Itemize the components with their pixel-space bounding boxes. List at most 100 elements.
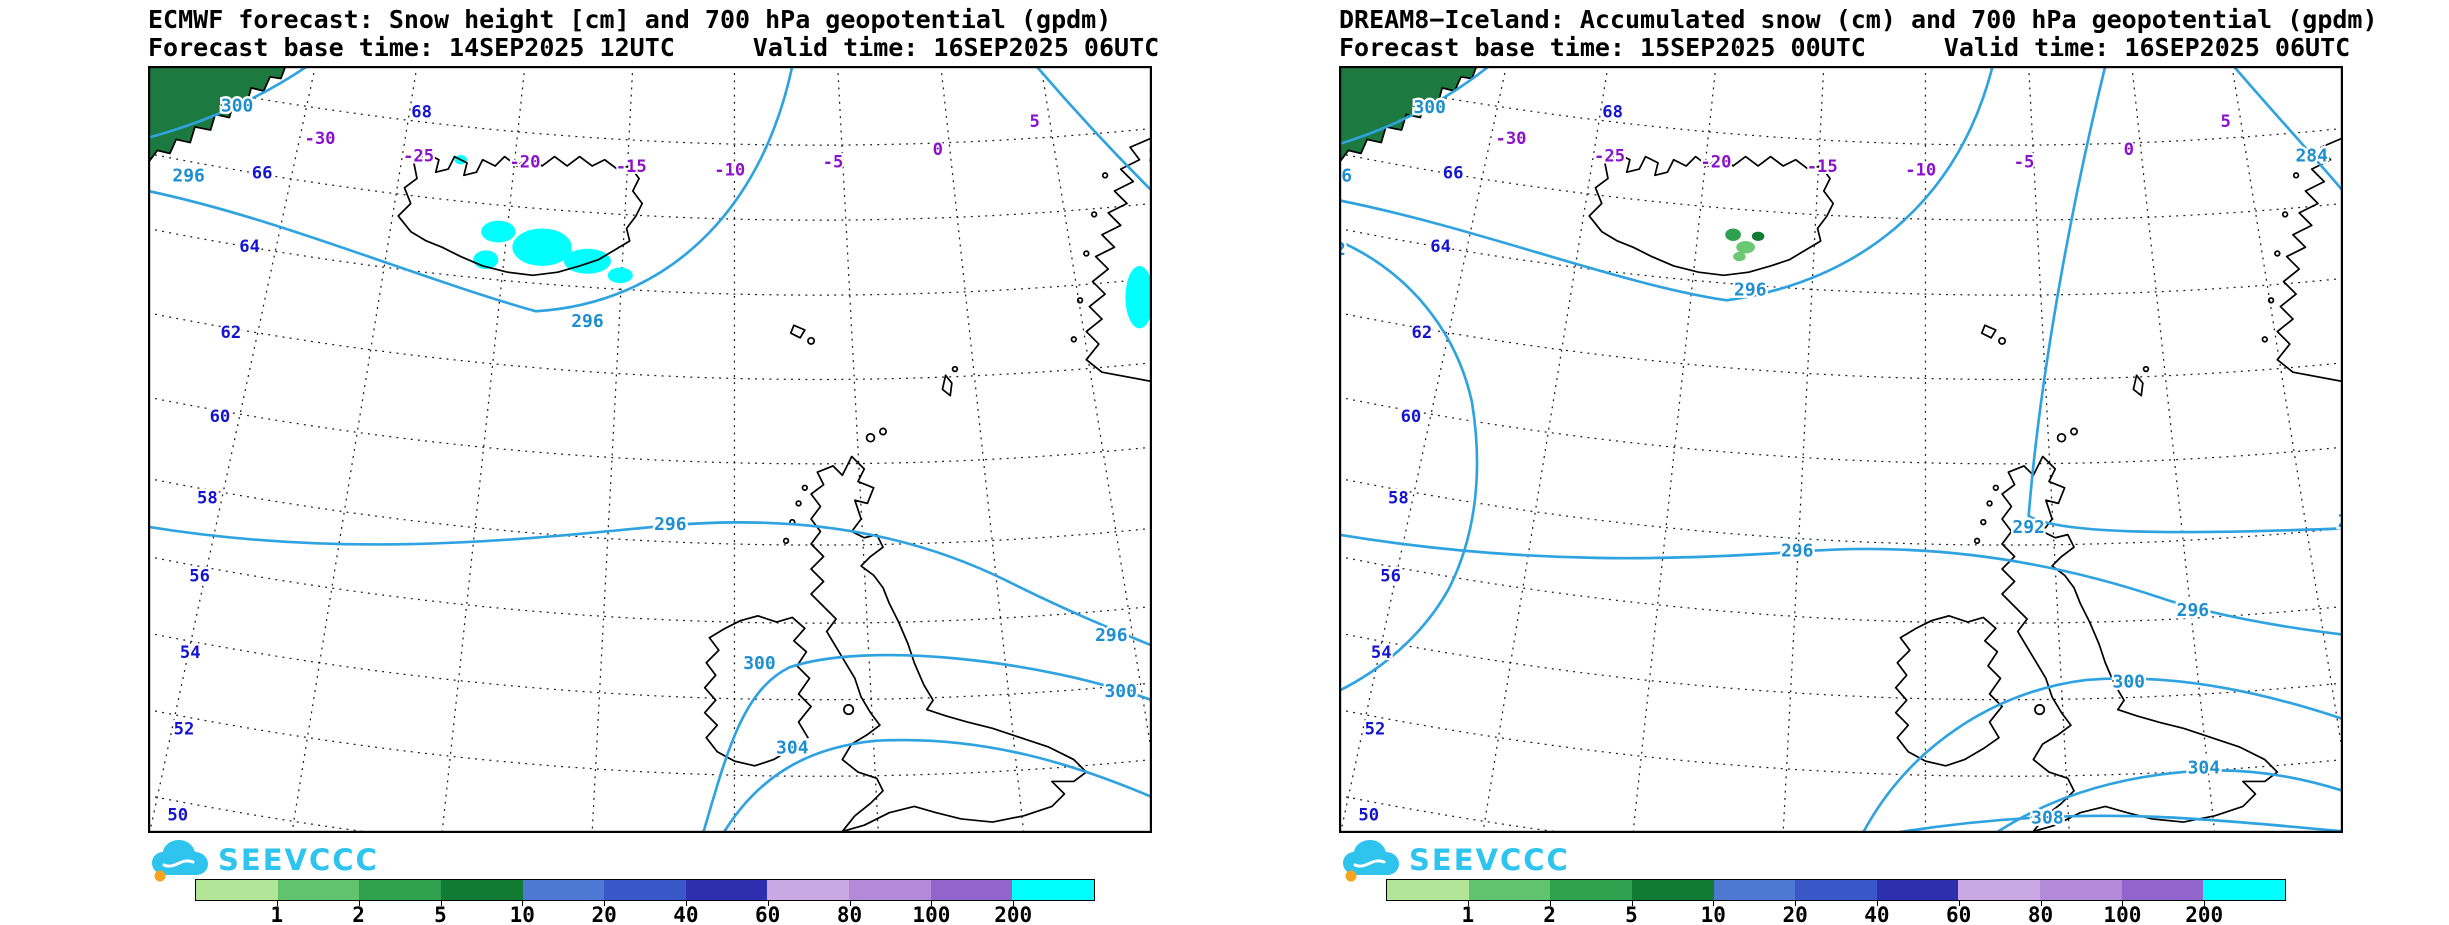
colorbar-segment <box>522 880 605 900</box>
colorbar-tick-label: 2 <box>352 903 365 925</box>
geopotential-contour <box>2232 66 2343 192</box>
colorbar-tick-label: 40 <box>673 903 699 925</box>
geopotential-contour <box>722 738 1152 833</box>
dream8-panel: DREAM8−Iceland: Accumulated snow (cm) an… <box>1339 0 2449 925</box>
panel-title: DREAM8−Iceland: Accumulated snow (cm) an… <box>1339 5 2378 34</box>
colorbar-tick-label: 200 <box>2185 903 2224 925</box>
geopotential-contour <box>1035 66 1152 192</box>
contour-label: 308 <box>2031 808 2063 829</box>
contour-label: 304 <box>2188 758 2221 779</box>
colorbar-tick-label: 200 <box>994 903 1033 925</box>
valid-time: Valid time: 16SEP2025 06UTC <box>752 33 1160 62</box>
contour-label: 296 <box>654 514 686 535</box>
geopotential-contours <box>148 66 1152 833</box>
colorbar-tick-label: 20 <box>591 903 617 925</box>
colorbar-segment <box>767 880 850 900</box>
geopotential-contour <box>1339 239 1479 693</box>
seevccc-logo: SEEVCCC <box>152 840 377 882</box>
contour-label: 296 <box>571 311 603 332</box>
dream8-map: 300 296 296 296 292 296 300 304 308 284 … <box>1339 66 2343 833</box>
ecmwf-panel: ECMWF forecast: Snow height [cm] and 700… <box>148 0 1258 925</box>
colorbar-segment <box>1958 880 2041 900</box>
colorbar-tick-label: 60 <box>755 903 781 925</box>
contour-label: 292 <box>2338 511 2343 532</box>
colorbar-segment <box>1876 880 1959 900</box>
contour-label: 292 <box>2012 517 2044 538</box>
colorbar-segment <box>1631 880 1714 900</box>
geopotential-contour <box>1339 66 1994 302</box>
forecast-base-time: Forecast base time: 15SEP2025 00UTC <box>1339 33 1866 62</box>
colorbar-tick-label: 5 <box>1625 903 1638 925</box>
contour-label: 296 <box>2177 600 2209 621</box>
cloud-icon <box>152 840 208 882</box>
contour-labels: 300 296 296 296 296 300 304 300 284 <box>170 93 1152 761</box>
contour-label: 296 <box>1781 541 1813 562</box>
contour-label: 300 <box>221 95 253 116</box>
colorbar-tick-label: 100 <box>912 903 951 925</box>
geopotential-contour <box>1339 66 1490 146</box>
colorbar-segment <box>1795 880 1877 900</box>
colorbar-segment <box>1550 880 1632 900</box>
contour-label: 300 <box>743 653 775 674</box>
contour-labels: 300 296 296 296 292 296 300 304 308 284 … <box>1339 95 2343 831</box>
geopotential-contour <box>2027 66 2343 534</box>
snow-scale-colorbar <box>195 879 1095 901</box>
panel-title: ECMWF forecast: Snow height [cm] and 700… <box>148 5 1112 34</box>
contour-label: 300 <box>2113 672 2145 693</box>
colorbar-segment <box>1012 880 1095 900</box>
cloud-icon <box>1343 840 1399 882</box>
snow-scale-colorbar <box>1386 879 2286 901</box>
colorbar-segment <box>2121 880 2204 900</box>
colorbar-tick-label: 40 <box>1864 903 1890 925</box>
colorbar-segment <box>930 880 1013 900</box>
coastlines <box>1339 66 2343 833</box>
graticule-grid <box>148 66 1152 833</box>
seevccc-logo: SEEVCCC <box>1343 840 1570 882</box>
map-border <box>148 66 1152 833</box>
colorbar-tick-label: 80 <box>836 903 863 925</box>
colorbar-tick-label: 10 <box>1700 903 1726 925</box>
contour-label: 296 <box>1339 166 1352 187</box>
contour-label: 296 <box>1734 280 1766 301</box>
colorbar-tick-label: 20 <box>1782 903 1808 925</box>
colorbar-tick-label: 60 <box>1946 903 1972 925</box>
colorbar-ticks: 1 2 5 10 20 40 60 80 100 200 <box>1386 901 2286 925</box>
contour-label: 304 <box>776 737 809 758</box>
colorbar-tick-label: 10 <box>509 903 535 925</box>
coastlines <box>148 66 1152 833</box>
colorbar-segment <box>2040 880 2122 900</box>
colorbar-tick-label: 1 <box>1461 903 1475 925</box>
colorbar-tick-label: 100 <box>2103 903 2142 925</box>
geopotential-contour <box>1861 677 2343 833</box>
geopotential-contour <box>1893 814 2343 833</box>
geopotential-contour <box>1339 533 2343 636</box>
contour-label: 284 <box>2295 145 2328 166</box>
contour-label: 300 <box>1413 97 1445 118</box>
geopotential-contour <box>148 66 309 140</box>
colorbar-tick-label: 80 <box>2027 903 2054 925</box>
contour-label: 300 <box>1104 681 1136 702</box>
ecmwf-map: 300 296 296 296 296 300 304 300 284 <box>148 66 1152 833</box>
contour-label: 292 <box>1339 239 1346 260</box>
colorbar-segment <box>1713 880 1796 900</box>
colorbar-segment <box>2203 880 2286 900</box>
graticule-labels <box>165 100 1042 828</box>
colorbar-tick-label: 2 <box>1543 903 1556 925</box>
colorbar-segment <box>196 880 278 900</box>
contour-label: 296 <box>1095 625 1127 646</box>
colorbar-segment <box>1387 880 1469 900</box>
graticule-grid <box>1339 66 2343 833</box>
snow-areas <box>148 66 1152 329</box>
colorbar-segment <box>685 880 768 900</box>
colorbar-segment <box>440 880 523 900</box>
geopotential-contour <box>148 521 1152 647</box>
panel-subtitle: Forecast base time: 14SEP2025 12UTC Valid… <box>148 34 1159 62</box>
contour-label: 296 <box>172 166 204 187</box>
colorbar-tick-label: 5 <box>434 903 447 925</box>
colorbar-ticks: 1 2 5 10 20 40 60 80 100 200 <box>195 901 1095 925</box>
colorbar-segment <box>359 880 441 900</box>
colorbar-segment <box>277 880 360 900</box>
colorbar-segment <box>604 880 686 900</box>
logo-text: SEEVCCC <box>1409 843 1570 877</box>
